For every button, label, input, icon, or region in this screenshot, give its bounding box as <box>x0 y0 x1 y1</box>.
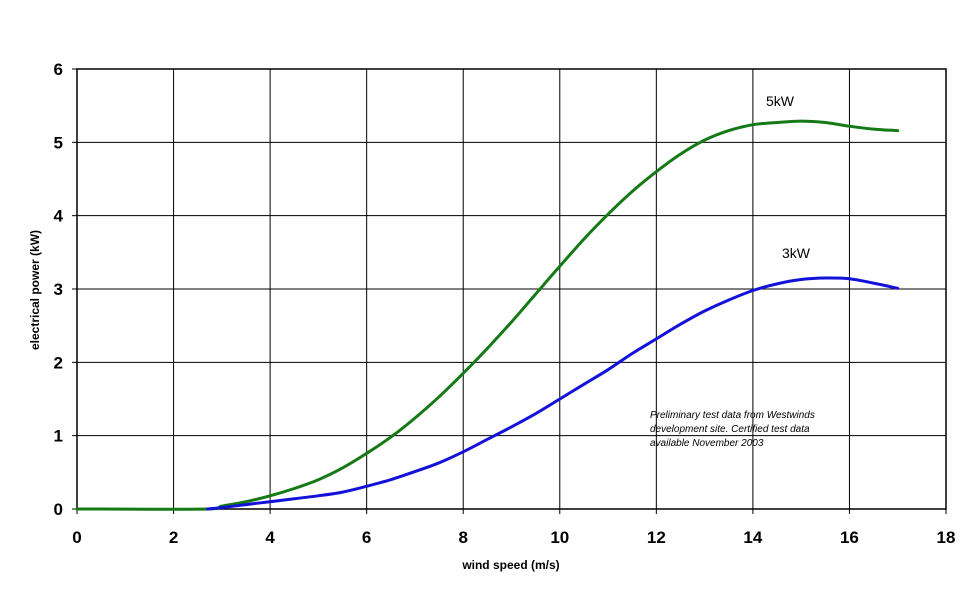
series-labels: 5kW 3kW <box>766 93 811 261</box>
y-tick-label-4: 4 <box>54 207 64 226</box>
x-tick-label-2: 2 <box>169 528 178 547</box>
note-line-3: available November 2003 <box>650 438 764 449</box>
x-tick-label-10: 10 <box>550 528 569 547</box>
x-tick-label-0: 0 <box>72 528 81 547</box>
note-line-2: development site. Certified test data <box>650 424 810 435</box>
x-tick-label-6: 6 <box>362 528 371 547</box>
y-tick-label-6: 6 <box>54 60 63 79</box>
y-tick-label-2: 2 <box>54 353 63 372</box>
x-tick-label-14: 14 <box>743 528 762 547</box>
x-tick-label-8: 8 <box>458 528 467 547</box>
y-axis-label: electrical power (kW) <box>28 230 42 350</box>
y-tick-label-3: 3 <box>54 280 63 299</box>
x-tick-label-18: 18 <box>937 528 956 547</box>
x-axis-ticks: 0 2 4 6 8 10 12 14 16 18 <box>72 509 955 547</box>
x-tick-label-12: 12 <box>647 528 666 547</box>
series-line-5kW <box>75 119 900 511</box>
test-data-note: Preliminary test data from Westwinds dev… <box>650 410 818 449</box>
series-layer <box>75 119 900 511</box>
x-tick-label-16: 16 <box>840 528 859 547</box>
note-line-1: Preliminary test data from Westwinds <box>650 410 815 421</box>
y-tick-label-0: 0 <box>54 500 63 519</box>
series-label-5kW: 5kW <box>766 93 795 109</box>
gridlines <box>77 69 946 509</box>
series-label-3kW: 3kW <box>782 245 811 261</box>
series-line-3kW <box>205 276 900 511</box>
x-tick-label-4: 4 <box>265 528 275 547</box>
y-tick-label-5: 5 <box>54 133 63 152</box>
y-axis-ticks: 0 1 2 3 4 5 6 <box>54 60 77 519</box>
y-tick-label-1: 1 <box>54 427 63 446</box>
x-axis-label: wind speed (m/s) <box>461 558 559 572</box>
